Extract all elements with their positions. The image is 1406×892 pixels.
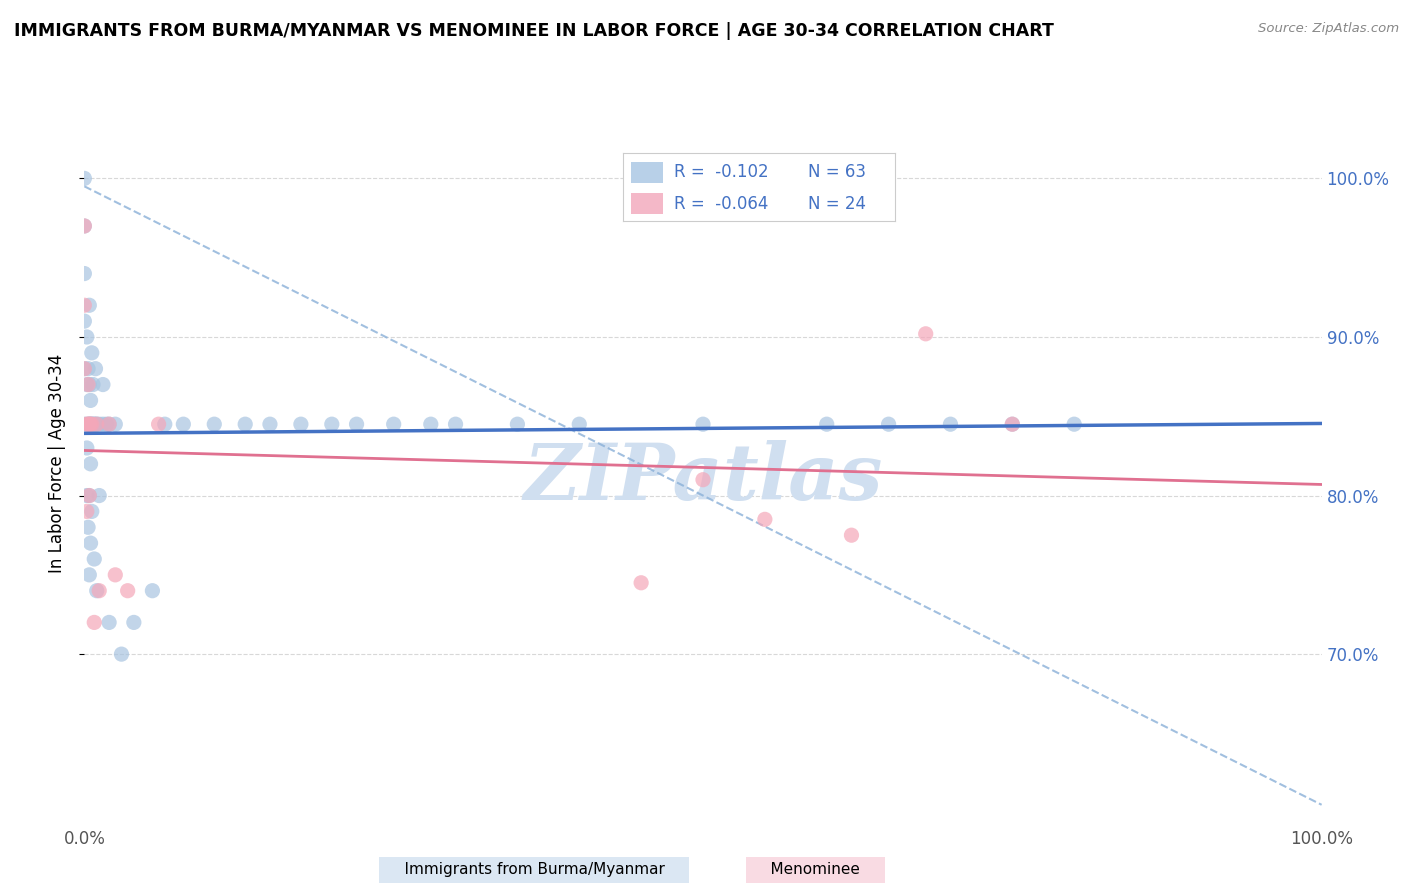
Bar [631,161,664,183]
Text: R =  -0.064: R = -0.064 [675,194,769,212]
Point [110,647,132,661]
Point [76,377,98,392]
Point [79,377,101,392]
Point [939,417,962,432]
Point [86,417,108,432]
Point [77,417,100,432]
Point [202,417,225,432]
Point [76,417,98,432]
Bar [631,193,664,214]
Point [73,314,96,328]
Point [692,473,714,487]
Point [79,393,101,408]
Point [76,489,98,503]
Point [877,417,900,432]
Text: R =  -0.102: R = -0.102 [675,163,769,181]
Point [83,417,105,432]
Point [568,417,591,432]
Point [77,520,100,534]
Point [79,417,101,432]
Point [80,417,103,432]
Point [79,489,101,503]
Text: N = 63: N = 63 [807,163,866,181]
Point [914,326,936,341]
Point [1063,417,1085,432]
Point [73,361,96,376]
Point [73,171,96,186]
Point [141,583,163,598]
Point [89,417,111,432]
Point [89,489,111,503]
Y-axis label: In Labor Force | Age 30-34: In Labor Force | Age 30-34 [48,354,66,574]
Text: Menominee: Menominee [751,863,880,877]
Point [815,417,838,432]
Point [79,417,101,432]
Point [82,377,104,392]
Point [86,583,108,598]
Point [98,417,121,432]
Point [91,417,114,432]
Point [77,377,100,392]
Point [77,361,100,376]
Point [79,417,101,432]
Point [83,552,105,566]
Point [98,417,121,432]
Point [79,457,101,471]
Text: IMMIGRANTS FROM BURMA/MYANMAR VS MENOMINEE IN LABOR FORCE | AGE 30-34 CORRELATIO: IMMIGRANTS FROM BURMA/MYANMAR VS MENOMIN… [14,22,1054,40]
Point [98,615,121,630]
Point [73,361,96,376]
Point [73,219,96,233]
Point [153,417,176,432]
Point [80,417,103,432]
Point [692,417,714,432]
Text: Immigrants from Burma/Myanmar: Immigrants from Burma/Myanmar [385,863,683,877]
Point [233,417,256,432]
Point [382,417,405,432]
Point [1001,417,1024,432]
Point [96,417,118,432]
Point [76,330,98,344]
Point [321,417,343,432]
Point [754,512,776,526]
Point [79,567,101,582]
Point [841,528,863,542]
Text: Source: ZipAtlas.com: Source: ZipAtlas.com [1258,22,1399,36]
Point [86,417,108,432]
Point [73,219,96,233]
Point [172,417,194,432]
Text: ZIPatlas: ZIPatlas [523,440,883,516]
Point [80,346,103,360]
Point [290,417,312,432]
Point [76,441,98,455]
Point [91,377,114,392]
Point [148,417,170,432]
Point [73,298,96,312]
Point [104,567,127,582]
Point [82,417,104,432]
Point [444,417,467,432]
Point [79,489,101,503]
Point [89,583,111,598]
Point [259,417,281,432]
Point [506,417,529,432]
Point [630,575,652,590]
Point [83,615,105,630]
Point [1001,417,1024,432]
Text: N = 24: N = 24 [807,194,866,212]
Point [80,504,103,518]
Point [122,615,145,630]
Point [84,361,107,376]
Point [419,417,441,432]
Point [79,536,101,550]
Point [79,417,101,432]
Point [76,504,98,518]
Point [77,417,100,432]
Point [73,267,96,281]
Point [346,417,368,432]
Point [104,417,127,432]
Point [117,583,139,598]
Point [73,417,96,432]
Point [84,417,107,432]
Point [79,298,101,312]
